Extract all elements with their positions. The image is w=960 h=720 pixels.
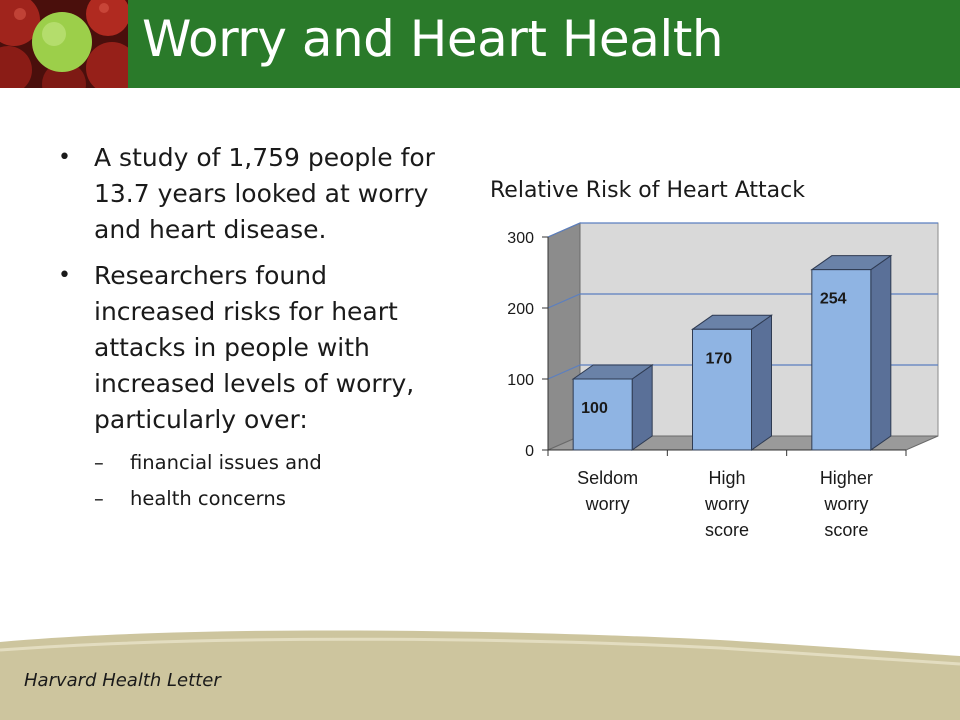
bullet-text: A study of 1,759 people for 13.7 years l…	[94, 143, 435, 244]
sub-bullet-text: financial issues and	[130, 451, 322, 474]
y-tick-label: 100	[507, 372, 534, 389]
slide-title: Worry and Heart Health	[142, 10, 724, 68]
data-label: 254	[820, 291, 847, 308]
data-label: 170	[706, 350, 733, 367]
bar-side	[870, 254, 892, 451]
dash-icon: –	[94, 451, 104, 474]
bullet-dot-icon: •	[58, 263, 71, 288]
bullet-text: Researchers found increased risks for he…	[94, 261, 415, 434]
slide-header: Worry and Heart Health	[0, 0, 960, 88]
gridline	[547, 222, 938, 238]
bar-front	[572, 378, 633, 451]
bar-side	[751, 314, 772, 451]
sub-bullet-text: health concerns	[130, 487, 286, 510]
category-label: Seldom worry	[577, 468, 638, 514]
bar	[571, 364, 654, 451]
bullet-list: • A study of 1,759 people for 13.7 years…	[58, 140, 448, 514]
data-label: 100	[581, 400, 608, 417]
bullet-dot-icon: •	[58, 145, 71, 170]
category-label: High worry score	[704, 468, 749, 540]
bar-side	[631, 364, 653, 451]
bar-chart: 0 100 200 300 100 Seldom worry 170 High worry scor…	[507, 222, 939, 540]
dash-icon: –	[94, 487, 104, 510]
bar-front	[692, 328, 752, 451]
bullet-item: • Researchers found increased risks for …	[58, 258, 448, 438]
bar-front	[811, 269, 872, 451]
chart-title: Relative Risk of Heart Attack	[490, 178, 805, 203]
bullet-item: • A study of 1,759 people for 13.7 years…	[58, 140, 448, 248]
sub-bullet-item: – financial issues and	[94, 448, 448, 478]
bar	[690, 314, 774, 451]
y-tick-label: 0	[525, 443, 534, 460]
y-tick-label: 200	[507, 301, 534, 318]
source-credit: Harvard Health Letter	[24, 670, 221, 691]
bar	[810, 254, 893, 451]
category-label: Higher worry score	[820, 468, 873, 540]
y-tick-label: 300	[507, 230, 534, 247]
apples-image	[0, 0, 128, 88]
footer-band	[0, 630, 960, 720]
sub-bullet-item: – health concerns	[94, 484, 448, 514]
